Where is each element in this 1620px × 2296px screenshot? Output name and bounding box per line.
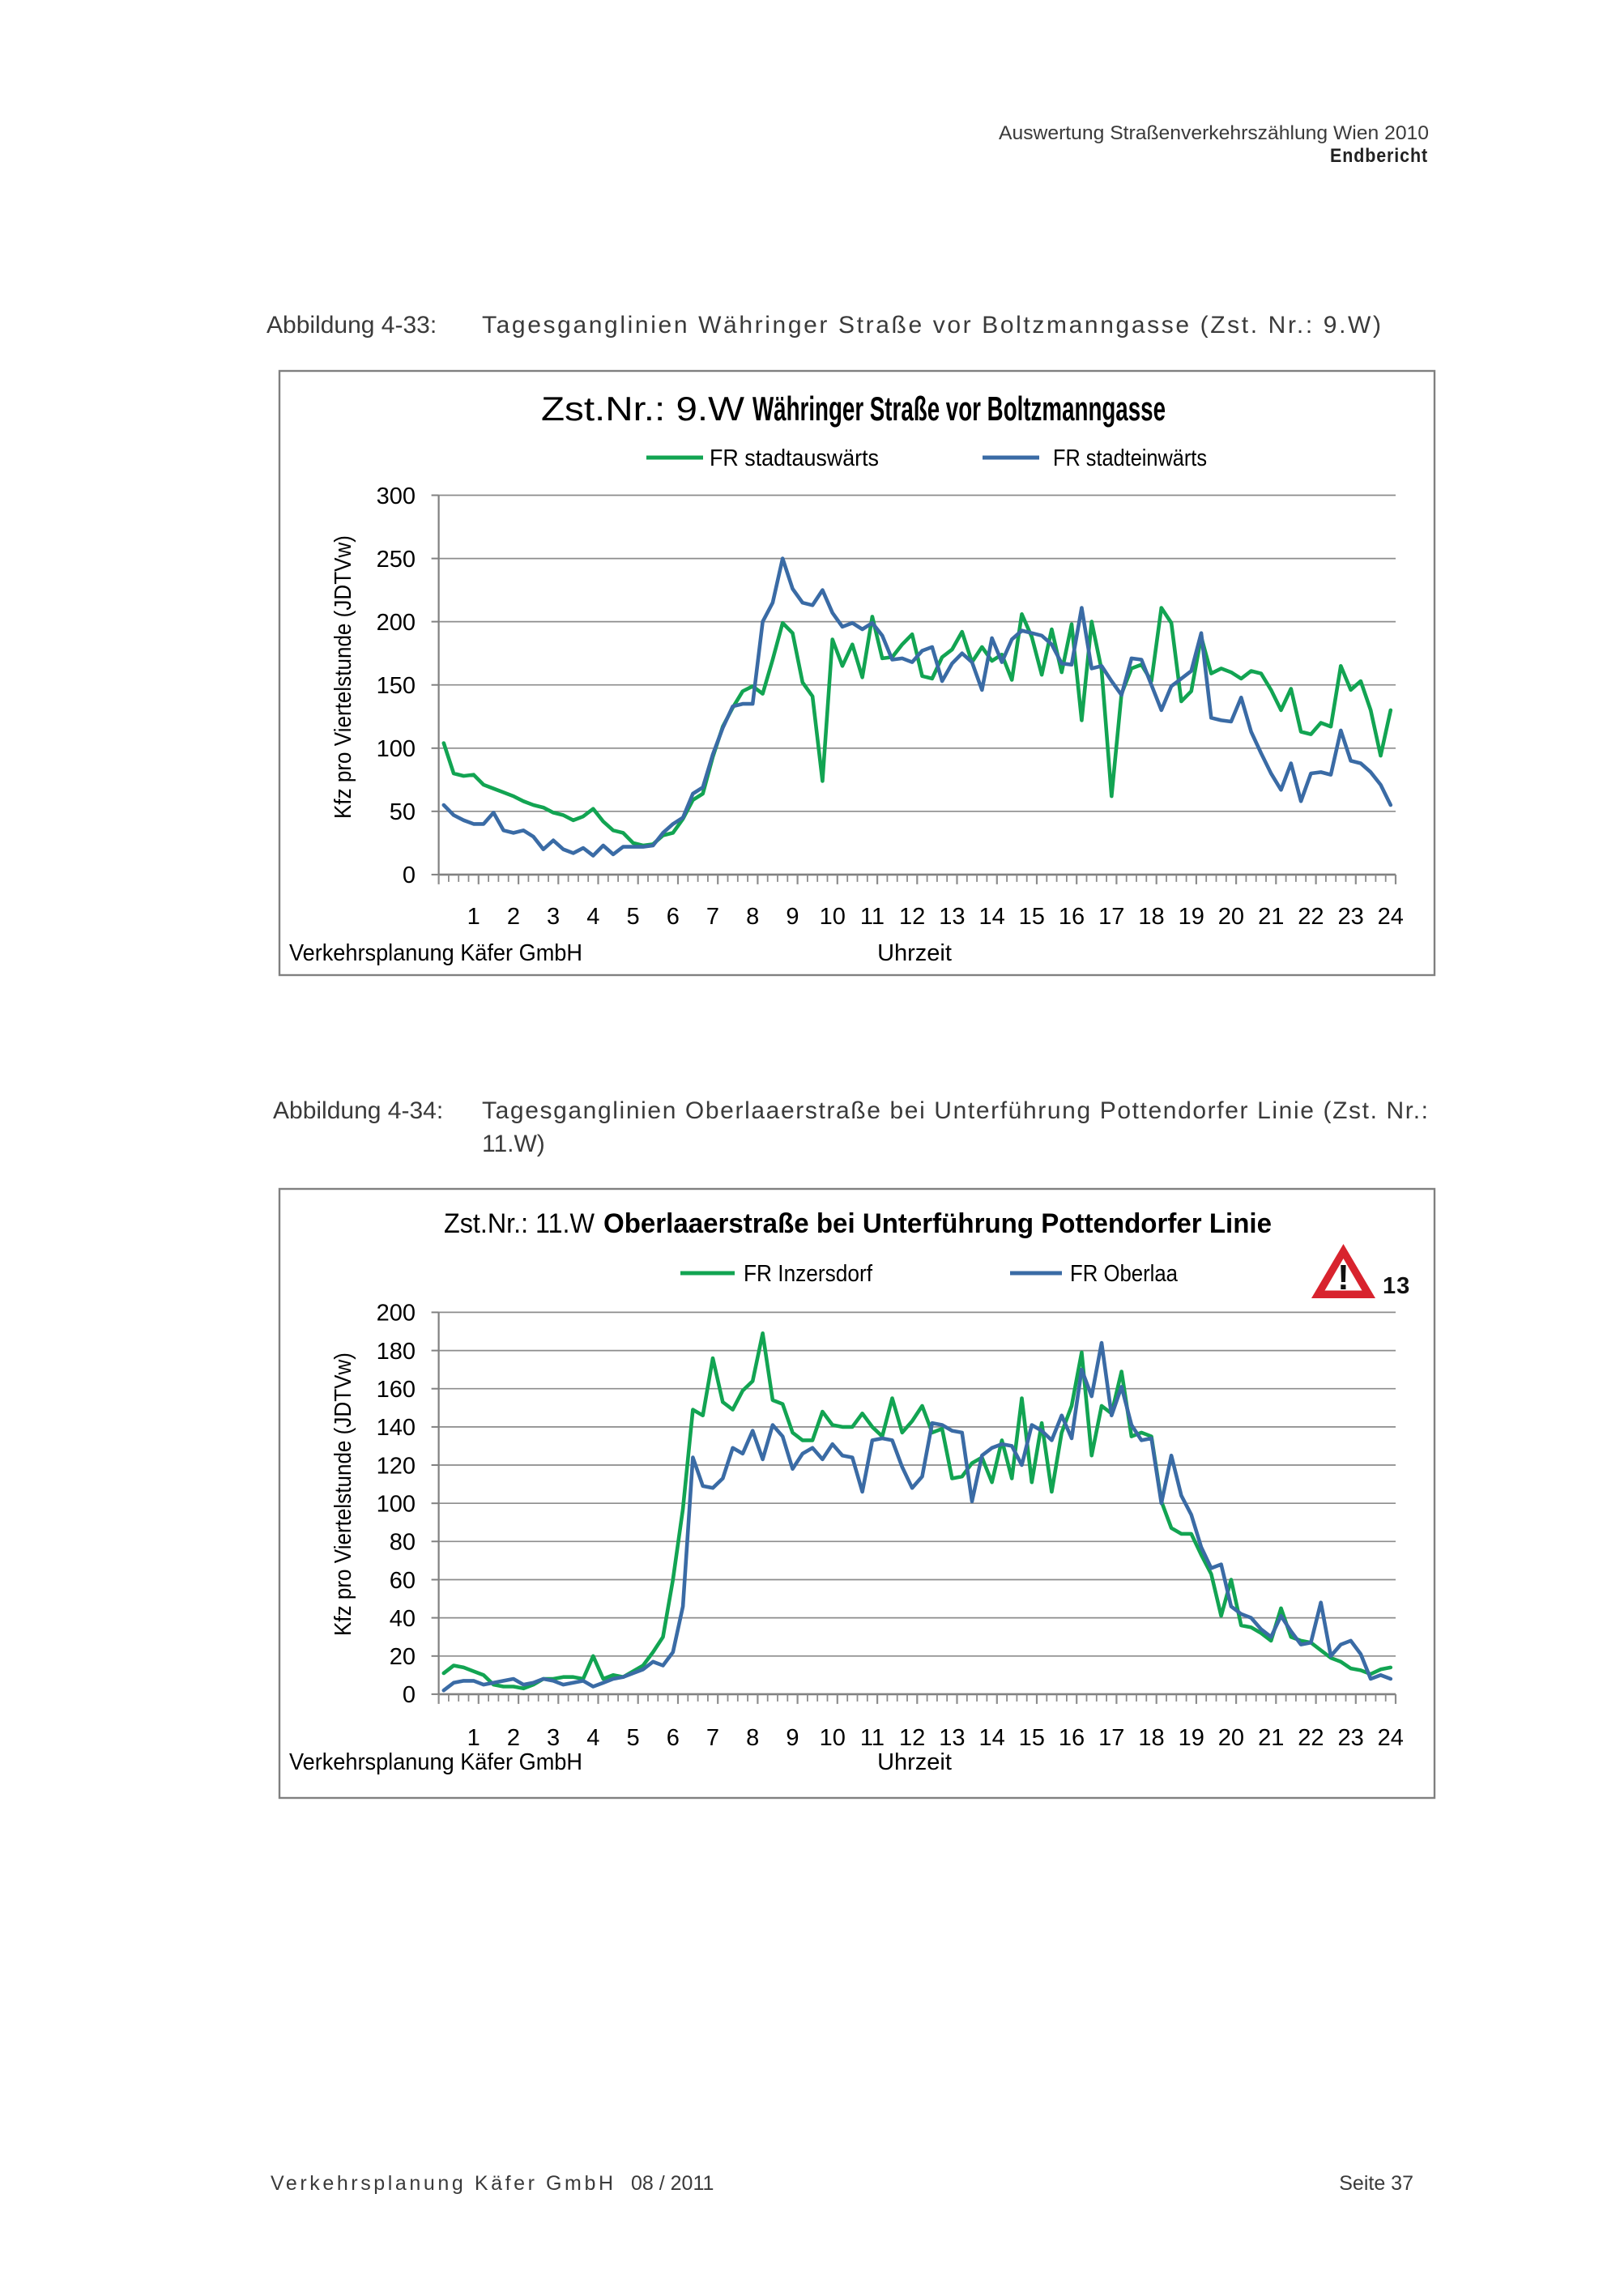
svg-text:Oberlaaerstraße bei Unterführu: Oberlaaerstraße bei Unterführung Pottend… <box>603 1208 1272 1239</box>
svg-text:160: 160 <box>377 1377 416 1403</box>
svg-text:13: 13 <box>939 1725 965 1751</box>
svg-text:150: 150 <box>377 673 416 699</box>
svg-text:11: 11 <box>860 904 885 930</box>
svg-text:100: 100 <box>377 736 416 762</box>
svg-text:20: 20 <box>1218 904 1244 930</box>
svg-text:Endbericht: Endbericht <box>1330 145 1428 167</box>
svg-text:Abbildung 4-34:: Abbildung 4-34: <box>273 1097 443 1124</box>
svg-text:100: 100 <box>377 1492 416 1518</box>
svg-text:250: 250 <box>377 547 416 573</box>
svg-text:Uhrzeit: Uhrzeit <box>877 1749 952 1775</box>
svg-text:20: 20 <box>390 1644 416 1670</box>
svg-text:18: 18 <box>1138 904 1164 930</box>
svg-text:180: 180 <box>377 1339 416 1365</box>
svg-text:60: 60 <box>390 1568 416 1594</box>
svg-text:23: 23 <box>1337 1725 1363 1751</box>
svg-text:15: 15 <box>1019 904 1045 930</box>
svg-text:140: 140 <box>377 1415 416 1441</box>
svg-text:FR Inzersdorf: FR Inzersdorf <box>744 1261 873 1287</box>
svg-text:Kfz pro Viertelstunde (JDTVw): Kfz pro Viertelstunde (JDTVw) <box>330 535 356 819</box>
svg-text:9: 9 <box>786 904 799 930</box>
svg-text:Verkehrsplanung Käfer GmbH: Verkehrsplanung Käfer GmbH <box>271 2172 613 2195</box>
svg-text:4: 4 <box>586 1725 599 1751</box>
svg-text:2: 2 <box>507 904 520 930</box>
svg-text:Kfz pro Viertelstunde (JDTVw): Kfz pro Viertelstunde (JDTVw) <box>330 1352 356 1636</box>
svg-text:18: 18 <box>1138 1725 1164 1751</box>
svg-text:11.W): 11.W) <box>482 1131 545 1157</box>
svg-text:8: 8 <box>746 1725 759 1751</box>
svg-text:22: 22 <box>1298 904 1324 930</box>
svg-text:14: 14 <box>978 1725 1004 1751</box>
svg-text:200: 200 <box>377 1301 416 1327</box>
svg-text:20: 20 <box>1218 1725 1244 1751</box>
svg-text:1: 1 <box>467 904 480 930</box>
svg-text:17: 17 <box>1098 1725 1124 1751</box>
svg-text:!: ! <box>1337 1258 1349 1297</box>
svg-text:7: 7 <box>706 904 719 930</box>
svg-text:120: 120 <box>377 1453 416 1479</box>
svg-text:7: 7 <box>706 1725 719 1751</box>
svg-text:19: 19 <box>1179 904 1204 930</box>
svg-text:24: 24 <box>1378 1725 1404 1751</box>
svg-text:12: 12 <box>899 1725 925 1751</box>
svg-text:3: 3 <box>547 904 560 930</box>
svg-text:Auswertung Straßenverkehrszähl: Auswertung Straßenverkehrszählung Wien 2… <box>999 122 1429 144</box>
svg-text:8: 8 <box>746 904 759 930</box>
svg-text:08 / 2011: 08 / 2011 <box>631 2172 714 2195</box>
svg-text:11: 11 <box>860 1725 885 1751</box>
svg-text:6: 6 <box>667 904 680 930</box>
svg-text:80: 80 <box>390 1530 416 1556</box>
svg-text:2: 2 <box>507 1725 520 1751</box>
svg-text:6: 6 <box>667 1725 680 1751</box>
svg-text:300: 300 <box>377 483 416 509</box>
svg-text:0: 0 <box>403 863 416 888</box>
svg-text:FR stadtauswärts: FR stadtauswärts <box>710 445 879 471</box>
svg-text:12: 12 <box>899 904 925 930</box>
svg-text:200: 200 <box>377 610 416 636</box>
svg-text:Seite 37: Seite 37 <box>1339 2172 1413 2195</box>
svg-text:9: 9 <box>786 1725 799 1751</box>
svg-text:19: 19 <box>1179 1725 1204 1751</box>
svg-text:Verkehrsplanung Käfer GmbH: Verkehrsplanung Käfer GmbH <box>289 940 582 966</box>
svg-text:Verkehrsplanung Käfer GmbH: Verkehrsplanung Käfer GmbH <box>289 1749 582 1775</box>
svg-text:16: 16 <box>1059 1725 1085 1751</box>
svg-text:22: 22 <box>1298 1725 1324 1751</box>
svg-text:10: 10 <box>820 904 846 930</box>
svg-text:Zst.Nr.: 9.W: Zst.Nr.: 9.W <box>541 390 744 428</box>
svg-text:1: 1 <box>467 1725 480 1751</box>
svg-text:5: 5 <box>627 904 640 930</box>
svg-text:40: 40 <box>390 1606 416 1632</box>
svg-text:4: 4 <box>586 904 599 930</box>
svg-text:13: 13 <box>939 904 965 930</box>
svg-text:21: 21 <box>1258 904 1284 930</box>
svg-text:23: 23 <box>1337 904 1363 930</box>
svg-text:15: 15 <box>1019 1725 1045 1751</box>
svg-text:13: 13 <box>1383 1273 1410 1299</box>
svg-text:5: 5 <box>627 1725 640 1751</box>
svg-text:0: 0 <box>403 1682 416 1708</box>
svg-text:24: 24 <box>1378 904 1404 930</box>
svg-text:Uhrzeit: Uhrzeit <box>877 940 952 966</box>
svg-text:Abbildung 4-33:: Abbildung 4-33: <box>266 312 437 339</box>
svg-text:3: 3 <box>547 1725 560 1751</box>
svg-text:50: 50 <box>390 799 416 825</box>
svg-text:Zst.Nr.: 11.W: Zst.Nr.: 11.W <box>444 1208 595 1239</box>
svg-text:Währinger Straße vor Boltzmann: Währinger Straße vor Boltzmanngasse <box>752 390 1166 428</box>
svg-text:10: 10 <box>820 1725 846 1751</box>
svg-text:16: 16 <box>1059 904 1085 930</box>
svg-text:Tagesganglinien Oberlaaerstraß: Tagesganglinien Oberlaaerstraße bei Unte… <box>482 1097 1428 1124</box>
svg-text:21: 21 <box>1258 1725 1284 1751</box>
svg-text:17: 17 <box>1098 904 1124 930</box>
svg-text:FR Oberlaa: FR Oberlaa <box>1070 1261 1179 1287</box>
svg-text:14: 14 <box>978 904 1004 930</box>
svg-text:FR stadteinwärts: FR stadteinwärts <box>1053 445 1207 471</box>
